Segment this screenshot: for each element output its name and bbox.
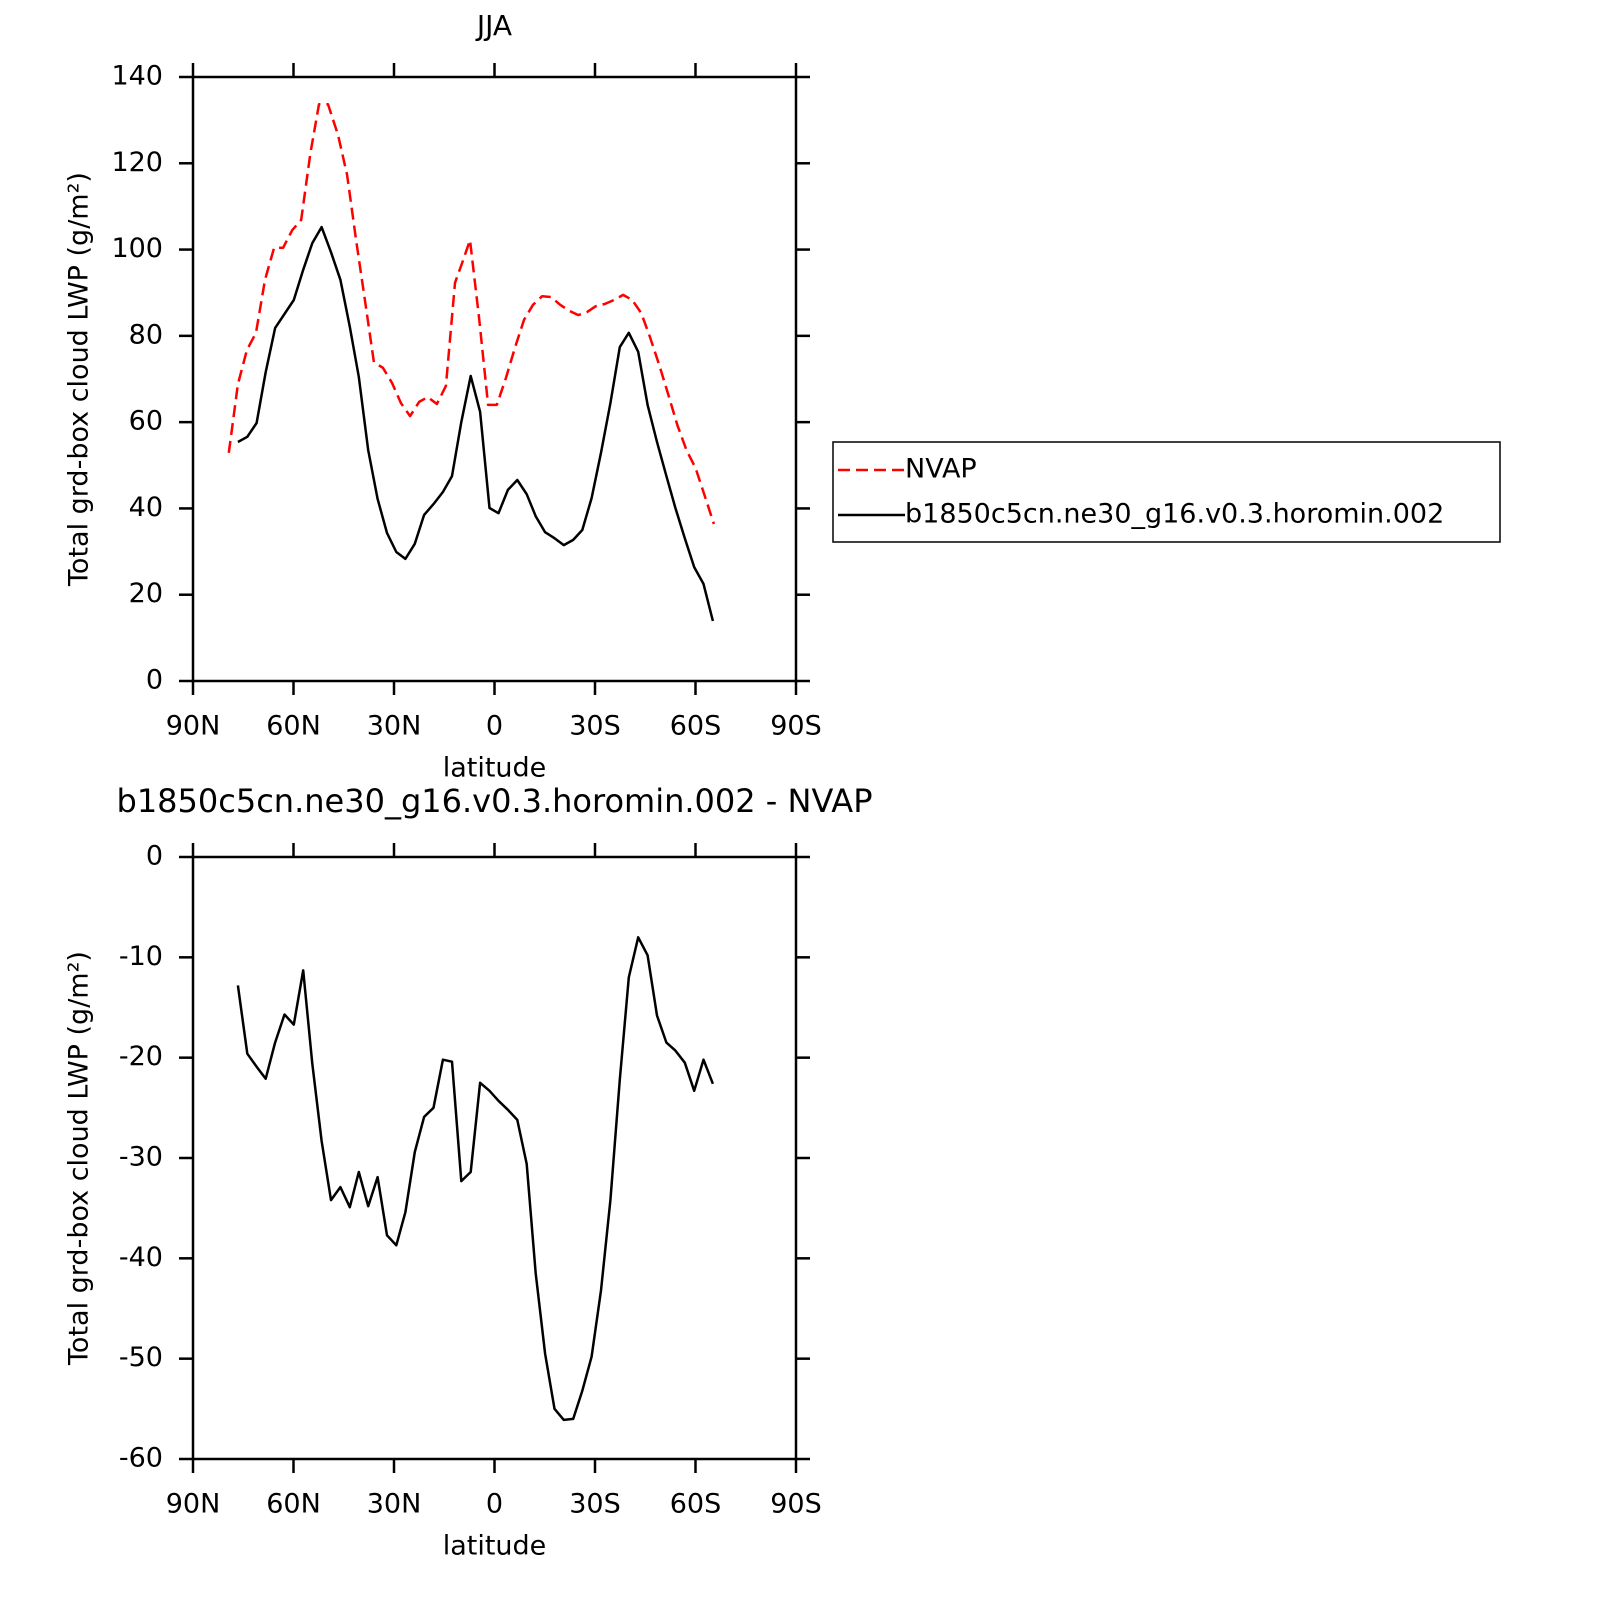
x-tick-label: 0 [486, 1489, 503, 1520]
x-tick-label: 0 [486, 711, 503, 742]
x-tick-label: 30S [569, 1489, 621, 1520]
x-tick-label: 60S [670, 711, 722, 742]
x-tick-label: 90S [770, 1489, 822, 1520]
y-tick-label: 80 [129, 319, 163, 350]
plot-frame [191, 855, 798, 1461]
x-tick-label: 60S [670, 1489, 722, 1520]
y-tick-label: 0 [146, 841, 163, 872]
y-tick-label: -60 [119, 1443, 163, 1474]
x-tick-label: 60N [266, 1489, 321, 1520]
legend-label: b1850c5cn.ne30_g16.v0.3.horomin.002 [905, 499, 1444, 530]
y-tick-label: 140 [111, 61, 163, 92]
y-tick-label: 100 [111, 233, 163, 264]
data-line [227, 102, 716, 525]
y-tick-label: 120 [111, 147, 163, 178]
x-tick-label: 90N [166, 1489, 221, 1520]
x-tick-label: 90N [166, 711, 221, 742]
x-tick-label: 30S [569, 711, 621, 742]
x-tick-label: 30N [367, 711, 422, 742]
y-tick-label: -50 [119, 1342, 163, 1373]
y-tick-label: 20 [129, 578, 163, 609]
y-tick-label: -40 [119, 1242, 163, 1273]
chart-title: JJA [475, 9, 512, 42]
y-axis-label: Total grd-box cloud LWP (g/m²) [64, 172, 95, 587]
y-tick-label: -20 [119, 1041, 163, 1072]
y-axis-label: Total grd-box cloud LWP (g/m²) [64, 951, 95, 1366]
legend-label: NVAP [905, 454, 977, 485]
y-tick-label: 60 [129, 406, 163, 437]
y-tick-label: 0 [146, 665, 163, 696]
x-axis-label: latitude [443, 1531, 547, 1562]
data-line [237, 225, 715, 622]
data-line [236, 936, 715, 1422]
x-axis-label: latitude [443, 753, 547, 784]
y-tick-label: -10 [119, 941, 163, 972]
y-tick-label: 40 [129, 492, 163, 523]
chart-title: b1850c5cn.ne30_g16.v0.3.horomin.002 - NV… [117, 782, 873, 820]
x-tick-label: 60N [266, 711, 321, 742]
x-tick-label: 90S [770, 711, 822, 742]
x-tick-label: 30N [367, 1489, 422, 1520]
plot-frame [191, 75, 798, 683]
y-tick-label: -30 [119, 1142, 163, 1173]
legend-box [832, 441, 1501, 543]
